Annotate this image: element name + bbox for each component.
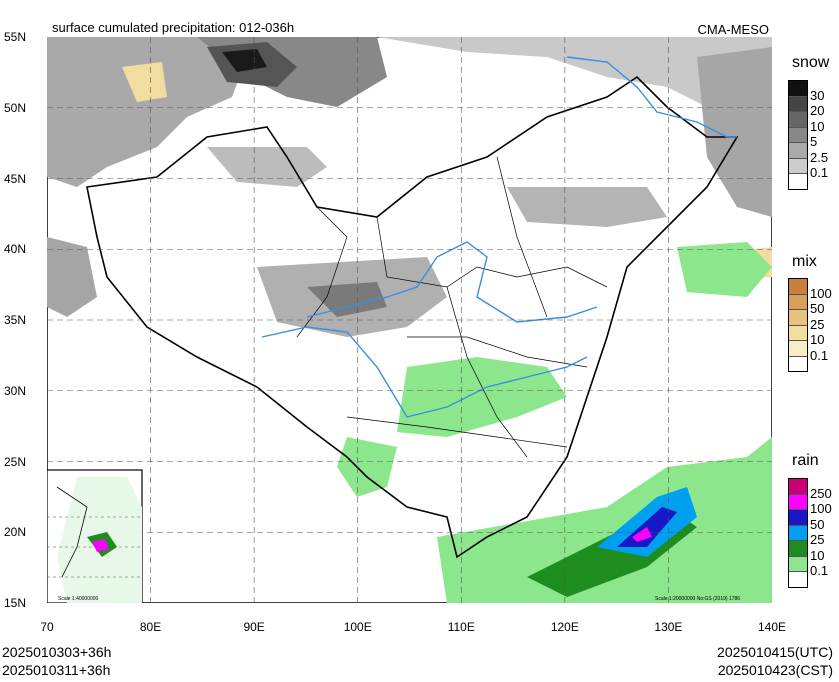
lat-tick-label: 40N	[4, 242, 27, 257]
rain-legend-label: 250	[810, 485, 832, 501]
rain-legend-swatch	[789, 510, 807, 526]
gridlines	[47, 37, 772, 603]
init-time-cst: 2025010311+36h	[2, 662, 111, 678]
mix-legend-swatch	[789, 325, 807, 341]
lon-tick-label: 110E	[447, 620, 475, 634]
snow-legend-swatch	[789, 143, 807, 159]
snow-legend-swatch	[789, 158, 807, 174]
rain-legend-label: 0.1	[810, 563, 829, 578]
lon-tick-label: 90E	[243, 620, 265, 634]
rivers	[261, 56, 737, 418]
snow-legend-label: 2.5	[810, 149, 829, 165]
source-label: CMA-MESO	[697, 22, 770, 37]
rain-legend-swatch	[789, 541, 807, 557]
rain-legend-swatch	[789, 525, 807, 541]
rain-legend-label: 10	[810, 547, 825, 563]
snow-legend-swatch	[789, 81, 807, 97]
lat-tick-label: 55N	[4, 30, 27, 44]
rain-legend-label: 100	[810, 501, 832, 516]
lon-tick-label: 100E	[343, 620, 372, 634]
lat-tick-label: 35N	[4, 313, 27, 327]
snow-legend-swatch	[789, 112, 807, 128]
lat-tick-label: 15N	[4, 596, 27, 610]
rain-legend-swatch	[789, 479, 807, 495]
chart-title: surface cumulated precipitation: 012-036…	[52, 20, 295, 35]
mix-legend-label: 100	[810, 285, 832, 301]
snow-legend-swatch	[789, 127, 807, 143]
precipitation-map	[47, 37, 772, 603]
rain-legend-swatch	[789, 572, 807, 587]
rain-legend-label: 25	[810, 532, 825, 547]
valid-time-cst: 2025010423(CST)	[717, 662, 833, 678]
mix-legend-label: 0.1	[810, 347, 829, 363]
snow-region	[47, 37, 772, 337]
inset-scale-label: Scale 1:40000000	[58, 596, 99, 602]
snow-legend-title: snow	[792, 54, 830, 71]
mix-legend-label: 10	[810, 332, 825, 347]
mix-legend-box	[788, 278, 808, 372]
lon-tick-label: 130E	[654, 620, 683, 634]
snow-legend-label: 0.1	[810, 165, 829, 180]
main-scale-label: Scale 1:20000000 No:GS (2019) 1786	[655, 596, 741, 602]
province-borders	[296, 156, 608, 458]
rain-legend-title: rain	[792, 452, 819, 469]
mix-legend-swatch	[789, 356, 807, 371]
snow-legend-swatch	[789, 96, 807, 112]
mix-legend-title: mix	[792, 253, 817, 270]
snow-legend-label: 30	[810, 87, 825, 103]
mix-legend-label: 50	[810, 301, 825, 316]
valid-time-utc: 2025010415(UTC)	[717, 644, 833, 660]
snow-legend-label: 5	[810, 134, 818, 149]
inset-map	[47, 469, 143, 603]
rain-legend-box	[788, 478, 808, 588]
mix-legend-swatch	[789, 310, 807, 326]
lon-tick-label: 120E	[550, 620, 579, 634]
snow-legend-swatch	[789, 174, 807, 189]
rain-legend-swatch	[789, 494, 807, 510]
mix-legend-swatch	[789, 279, 807, 295]
mix-legend-label: 25	[810, 316, 825, 332]
mix-legend-swatch	[789, 341, 807, 357]
snow-legend-label: 10	[810, 118, 825, 134]
init-time-utc: 2025010303+36h	[2, 644, 112, 660]
lon-tick-label: 140E	[757, 620, 787, 634]
snow-legend-box	[788, 80, 808, 190]
lat-tick-label: 25N	[4, 454, 27, 469]
mix-legend-swatch	[789, 294, 807, 310]
lon-tick-label: 70	[40, 620, 54, 634]
snow-legend-label: 20	[810, 103, 825, 118]
lon-tick-label: 80E	[139, 620, 162, 634]
rain-legend-swatch	[789, 556, 807, 572]
lat-tick-label: 45N	[4, 171, 27, 186]
lat-tick-label: 20N	[4, 525, 27, 540]
china-border	[86, 75, 739, 559]
lat-tick-label: 50N	[4, 100, 27, 115]
rain-legend-label: 50	[810, 516, 825, 532]
lat-tick-label: 30N	[4, 383, 27, 398]
